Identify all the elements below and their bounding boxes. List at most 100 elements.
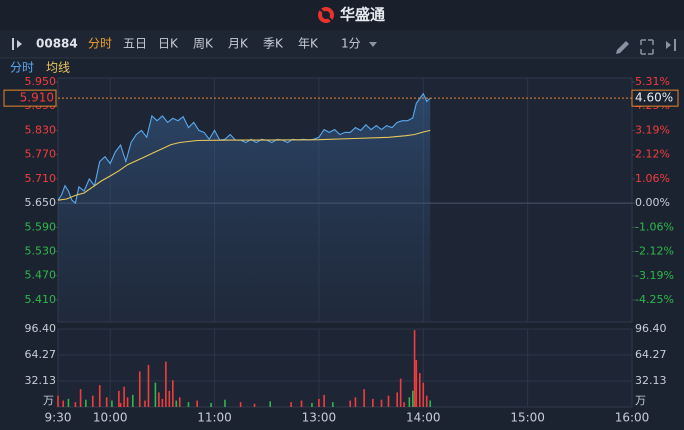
app-title: 华盛通 xyxy=(340,6,385,24)
volume-bar xyxy=(418,373,421,407)
volume-bar xyxy=(372,398,374,407)
y-tick-label: 5.530 xyxy=(25,245,57,258)
volume-bar xyxy=(175,400,178,407)
volume-bar xyxy=(172,380,174,407)
volume-bar xyxy=(387,395,390,407)
y2-tick-label: -4.25% xyxy=(635,293,674,306)
toolbar xyxy=(0,30,684,58)
tab[interactable]: 周K xyxy=(193,37,214,51)
volume-bar xyxy=(165,361,167,407)
logo-icon xyxy=(318,7,334,23)
title-bar xyxy=(0,0,684,30)
tool-icons xyxy=(616,39,676,55)
tab[interactable]: 日K xyxy=(158,37,179,51)
volume-bar xyxy=(105,397,108,407)
y2-tick-label: -3.19% xyxy=(635,269,674,282)
legend-entry[interactable]: 均线 xyxy=(46,61,70,75)
volume-bar xyxy=(79,389,82,407)
y-tick-label: 64.27 xyxy=(25,348,57,361)
y2-tick-label: -2.12% xyxy=(635,244,674,257)
volume-bar xyxy=(253,403,256,407)
volume-bar xyxy=(290,402,292,407)
volume-bar xyxy=(138,371,141,407)
tab[interactable]: 分时 xyxy=(88,37,112,51)
y-tick-label: 5.770 xyxy=(25,148,57,161)
stock-code: 00884 xyxy=(36,37,78,51)
volume-bar xyxy=(187,402,190,407)
volume-bar xyxy=(161,398,164,407)
tab[interactable]: 年K xyxy=(298,37,319,51)
volume-bar xyxy=(422,382,425,407)
volume-bar xyxy=(399,378,402,407)
volume-bar xyxy=(111,400,113,407)
y2-tick-label: 3.19% xyxy=(635,123,670,136)
y2-tick-label: 64.27 xyxy=(635,348,667,361)
y-tick-label: 5.410 xyxy=(25,293,57,306)
y-tick-label: 32.13 xyxy=(25,374,57,387)
sidebar-toggle[interactable] xyxy=(12,38,22,50)
y2-tick-label: -1.06% xyxy=(635,220,674,233)
fullscreen-icon[interactable] xyxy=(640,39,654,55)
y2-tick-label: 5.31% xyxy=(635,75,670,88)
x-tick-label: 16:00 xyxy=(615,411,650,425)
tab[interactable]: 月K xyxy=(228,37,249,51)
volume-bar xyxy=(380,399,383,407)
draw-icon[interactable] xyxy=(616,41,629,54)
volume-bar xyxy=(118,390,120,407)
panel-icon[interactable] xyxy=(666,39,676,51)
volume-bar xyxy=(67,398,70,407)
dropdown-arrow[interactable] xyxy=(369,42,377,47)
volume-bar xyxy=(349,400,352,407)
y2-tick-label: 2.12% xyxy=(635,148,670,161)
volume-bar xyxy=(269,401,272,407)
volume-bar xyxy=(85,399,87,407)
current-price-label: 5.910 xyxy=(20,91,54,105)
x-tick-label: 11:00 xyxy=(197,411,232,425)
volume-bar xyxy=(98,385,101,407)
price-line xyxy=(57,92,431,205)
y2-tick-label: 32.13 xyxy=(635,374,667,387)
volume-bar xyxy=(318,398,320,407)
volume-bar xyxy=(408,397,411,407)
volume-bar xyxy=(131,394,134,407)
legend-entry[interactable]: 分时 xyxy=(10,61,34,75)
volume-bar xyxy=(311,402,313,407)
x-tick-label: 10:00 xyxy=(93,411,128,425)
tabs: 分时 五日 日K 周K 月K 季K 年K xyxy=(88,37,319,51)
current-change-box xyxy=(631,89,679,107)
x-tick-label: 15:00 xyxy=(510,411,545,425)
volume-bar xyxy=(354,397,357,407)
volume-bar xyxy=(168,390,171,407)
volume-bar xyxy=(210,402,212,407)
volume-bar xyxy=(57,395,59,407)
volume-bar xyxy=(91,395,94,407)
current-change-label: 4.60% xyxy=(635,91,673,105)
y2-tick-label: 96.40 xyxy=(635,322,667,335)
volume-bar xyxy=(415,360,418,407)
volume-bar xyxy=(178,397,181,407)
volume-bar xyxy=(123,386,125,407)
y-tick-label: 5.650 xyxy=(25,196,57,209)
volume-bar xyxy=(62,400,65,407)
volume-bar xyxy=(158,392,160,407)
x-tick-label: 14:00 xyxy=(406,411,441,425)
y-tick-label: 5.590 xyxy=(25,220,57,233)
y-tick-label: 96.40 xyxy=(25,322,57,335)
volume-bar xyxy=(363,389,365,407)
volume-bar xyxy=(396,392,398,407)
x-tick-label: 13:00 xyxy=(302,411,337,425)
y2-tick-label: 1.06% xyxy=(635,172,670,185)
interval-select[interactable]: 1分 xyxy=(341,37,361,51)
volume-bar xyxy=(74,402,77,407)
average-line xyxy=(57,129,431,201)
legend: 分时 均线 xyxy=(10,61,70,75)
volume-bar xyxy=(425,395,428,407)
unit-label: 万 xyxy=(43,394,54,407)
volume-bar xyxy=(429,400,432,407)
tab[interactable]: 季K xyxy=(263,37,284,51)
tab[interactable]: 五日 xyxy=(123,37,147,51)
y-tick-label: 5.950 xyxy=(25,75,57,88)
volume-bar xyxy=(332,402,334,407)
volume-pane xyxy=(57,328,633,408)
